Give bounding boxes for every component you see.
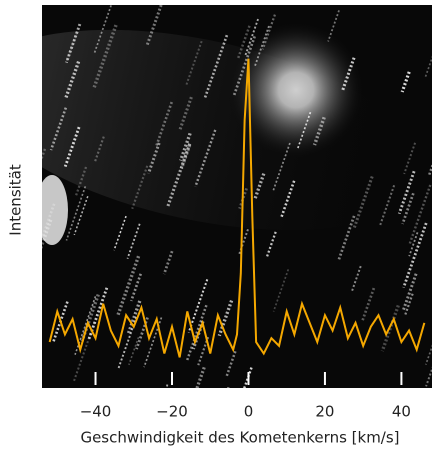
- star-trail: [178, 96, 193, 131]
- star-trail: [350, 265, 362, 293]
- star-trail: [165, 143, 192, 209]
- star-trail: [74, 166, 88, 198]
- star-trail: [272, 142, 291, 192]
- star-trail: [265, 231, 277, 258]
- star-trail: [65, 32, 78, 62]
- star-trail: [130, 273, 142, 302]
- star-trail: [93, 136, 105, 163]
- star-trail: [341, 57, 356, 91]
- star-trail: [185, 304, 208, 361]
- star-trail: [179, 132, 192, 162]
- star-trail: [187, 279, 209, 333]
- star-trail: [49, 107, 68, 151]
- star-trail: [42, 148, 47, 161]
- star-trail: [408, 232, 419, 257]
- star-trail: [65, 23, 82, 64]
- star-trail: [253, 25, 270, 68]
- star-trail: [397, 170, 416, 215]
- x-tick-label: −20: [156, 403, 188, 421]
- star-trail: [42, 203, 56, 243]
- star-trail: [63, 126, 81, 168]
- star-trail: [361, 287, 376, 321]
- star-trail: [64, 61, 81, 100]
- star-trail: [227, 386, 230, 388]
- star-trail: [401, 192, 415, 225]
- star-trail: [72, 321, 96, 383]
- star-trail: [400, 71, 411, 93]
- star-trail: [272, 269, 290, 312]
- star-trail: [92, 24, 118, 88]
- star-trail: [145, 5, 163, 46]
- star-trail: [244, 18, 259, 57]
- star-trail: [280, 180, 296, 219]
- star-trail: [379, 184, 396, 226]
- star-trail: [131, 165, 149, 210]
- x-tick-label: 0: [244, 403, 254, 421]
- star-trail: [147, 142, 161, 174]
- star-trail: [352, 176, 374, 229]
- x-axis-label: Geschwindigkeit des Kometenkerns [km/s]: [80, 429, 399, 447]
- spectrum-line: [48, 58, 426, 358]
- star-trail: [203, 34, 229, 100]
- star-trail: [253, 173, 266, 200]
- star-trail: [403, 142, 417, 175]
- comet-image: [42, 5, 432, 388]
- star-trail: [115, 255, 141, 317]
- star-trail: [162, 250, 174, 275]
- star-trail: [238, 187, 248, 210]
- x-tick-label: −40: [80, 403, 112, 421]
- star-trail: [236, 25, 251, 59]
- star-trail: [126, 300, 142, 336]
- star-trail: [312, 116, 326, 146]
- star-trail: [380, 304, 400, 352]
- star-trail: [195, 366, 206, 388]
- star-trail: [327, 10, 340, 42]
- star-trail: [238, 228, 249, 255]
- star-trail: [65, 186, 87, 241]
- star-trail: [93, 5, 112, 54]
- star-trail: [128, 336, 140, 366]
- x-tick-label: 40: [392, 403, 411, 421]
- star-trail: [73, 195, 89, 236]
- star-trail: [232, 35, 256, 97]
- star-trail: [402, 222, 428, 289]
- star-trail: [225, 350, 237, 377]
- x-tick-label: 20: [315, 403, 334, 421]
- y-axis-label: Intensität: [7, 164, 25, 236]
